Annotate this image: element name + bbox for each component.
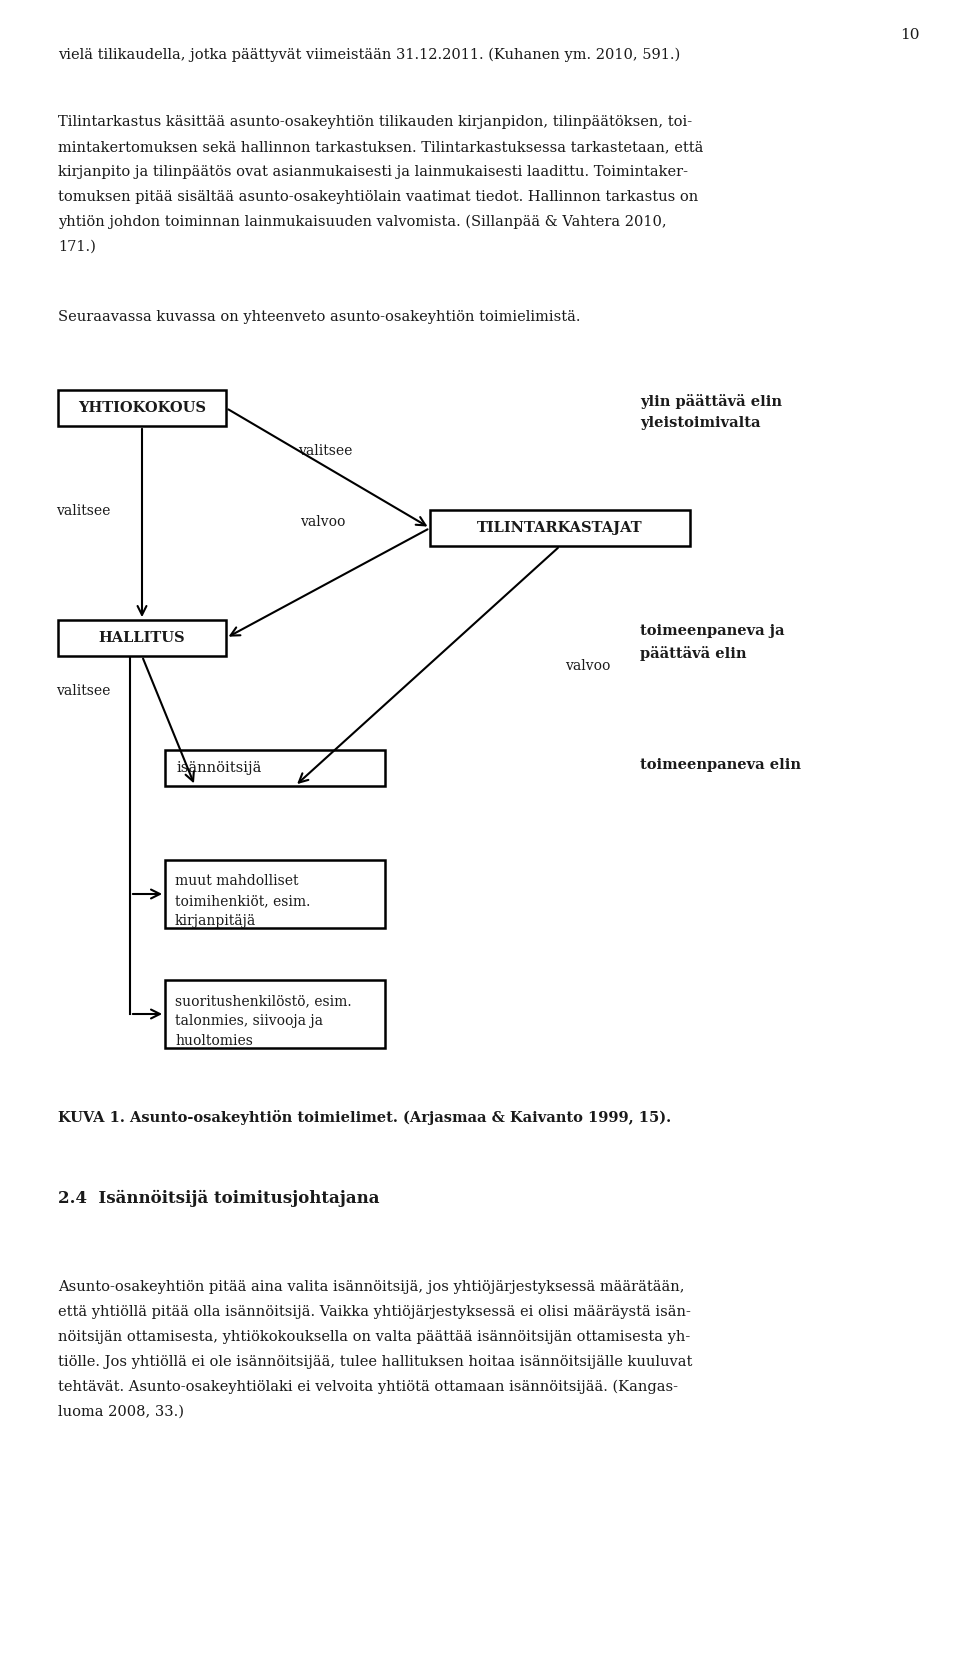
Text: päättävä elin: päättävä elin: [640, 646, 747, 661]
Text: Tilintarkastus käsittää asunto-osakeyhtiön tilikauden kirjanpidon, tilinpäätökse: Tilintarkastus käsittää asunto-osakeyhti…: [58, 115, 692, 129]
Text: valitsee: valitsee: [298, 444, 352, 457]
Text: tomuksen pitää sisältää asunto-osakeyhtiölain vaatimat tiedot. Hallinnon tarkast: tomuksen pitää sisältää asunto-osakeyhti…: [58, 190, 698, 204]
Text: talonmies, siivooja ja: talonmies, siivooja ja: [175, 1015, 323, 1028]
Text: valvoo: valvoo: [565, 659, 611, 673]
Text: luoma 2008, 33.): luoma 2008, 33.): [58, 1405, 184, 1419]
Text: Asunto-osakeyhtiön pitää aina valita isännöitsijä, jos yhtiöjärjestyksessä määrä: Asunto-osakeyhtiön pitää aina valita isä…: [58, 1280, 684, 1293]
Text: valitsee: valitsee: [56, 684, 110, 698]
Text: Seuraavassa kuvassa on yhteenveto asunto-osakeyhtiön toimielimistä.: Seuraavassa kuvassa on yhteenveto asunto…: [58, 310, 581, 324]
Bar: [58, 619, 226, 656]
Bar: [430, 511, 690, 546]
Text: valvoo: valvoo: [300, 516, 346, 529]
Bar: [165, 749, 385, 786]
Text: huoltomies: huoltomies: [175, 1035, 252, 1048]
Text: TILINTARKASTAJAT: TILINTARKASTAJAT: [477, 521, 643, 536]
Text: isännöitsijä: isännöitsijä: [177, 761, 262, 774]
Text: 10: 10: [900, 28, 920, 42]
Text: yleistoimivalta: yleistoimivalta: [640, 416, 760, 431]
Text: tehtävät. Asunto-osakeyhtiölaki ei velvoita yhtiötä ottamaan isännöitsijää. (Kan: tehtävät. Asunto-osakeyhtiölaki ei velvo…: [58, 1380, 678, 1394]
Text: toimeenpaneva elin: toimeenpaneva elin: [640, 758, 801, 773]
Text: YHTIOKOKOUS: YHTIOKOKOUS: [78, 401, 206, 416]
Text: HALLITUS: HALLITUS: [99, 631, 185, 644]
Bar: [165, 980, 385, 1048]
Bar: [58, 391, 226, 426]
Text: 2.4  Isännöitsijä toimitusjohtajana: 2.4 Isännöitsijä toimitusjohtajana: [58, 1190, 379, 1207]
Text: suoritushenkilöstö, esim.: suoritushenkilöstö, esim.: [175, 995, 351, 1008]
Bar: [165, 860, 385, 928]
Text: että yhtiöllä pitää olla isännöitsijä. Vaikka yhtiöjärjestyksessä ei olisi määrä: että yhtiöllä pitää olla isännöitsijä. V…: [58, 1305, 691, 1319]
Text: mintakertomuksen sekä hallinnon tarkastuksen. Tilintarkastuksessa tarkastetaan, : mintakertomuksen sekä hallinnon tarkastu…: [58, 140, 704, 154]
Text: vielä tilikaudella, jotka päättyvät viimeistään 31.12.2011. (Kuhanen ym. 2010, 5: vielä tilikaudella, jotka päättyvät viim…: [58, 48, 681, 62]
Text: nöitsijän ottamisesta, yhtiökokouksella on valta päättää isännöitsijän ottamises: nöitsijän ottamisesta, yhtiökokouksella …: [58, 1330, 690, 1344]
Text: ylin päättävä elin: ylin päättävä elin: [640, 394, 782, 409]
Text: toimihenkiöt, esim.: toimihenkiöt, esim.: [175, 895, 310, 908]
Text: kirjanpito ja tilinpäätös ovat asianmukaisesti ja lainmukaisesti laadittu. Toimi: kirjanpito ja tilinpäätös ovat asianmuka…: [58, 165, 688, 179]
Text: 171.): 171.): [58, 240, 96, 254]
Text: valitsee: valitsee: [56, 504, 110, 517]
Text: muut mahdolliset: muut mahdolliset: [175, 875, 299, 888]
Text: KUVA 1. Asunto-osakeyhtiön toimielimet. (Arjasmaa & Kaivanto 1999, 15).: KUVA 1. Asunto-osakeyhtiön toimielimet. …: [58, 1110, 671, 1125]
Text: toimeenpaneva ja: toimeenpaneva ja: [640, 624, 784, 638]
Text: yhtiön johdon toiminnan lainmukaisuuden valvomista. (Sillanpää & Vahtera 2010,: yhtiön johdon toiminnan lainmukaisuuden …: [58, 215, 666, 229]
Text: kirjanpitäjä: kirjanpitäjä: [175, 915, 256, 928]
Text: tiölle. Jos yhtiöllä ei ole isännöitsijää, tulee hallituksen hoitaa isännöitsijä: tiölle. Jos yhtiöllä ei ole isännöitsijä…: [58, 1355, 692, 1369]
